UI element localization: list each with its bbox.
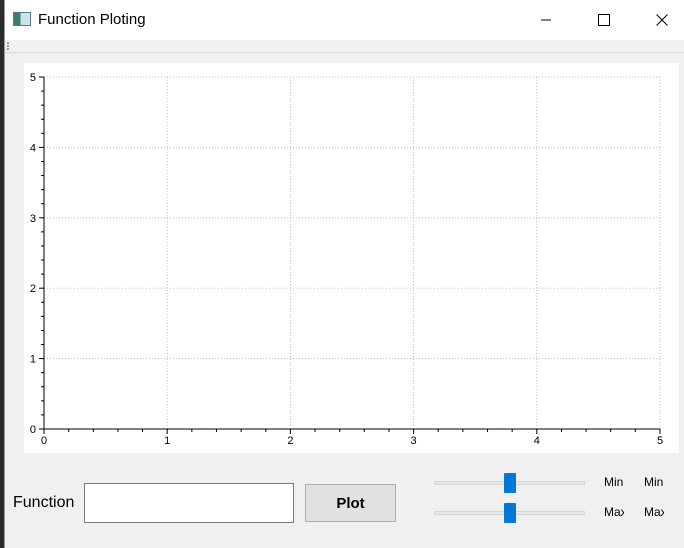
max-value-label-2: Max bbox=[644, 505, 664, 519]
plot-button[interactable]: Plot bbox=[305, 484, 396, 522]
minimize-icon bbox=[541, 19, 551, 21]
y-tick-label: 0 bbox=[30, 424, 36, 436]
min-slider-handle[interactable] bbox=[504, 473, 516, 493]
x-tick-label: 3 bbox=[411, 435, 417, 447]
x-tick-label: 0 bbox=[41, 435, 47, 447]
min-value-label-2: Min bbox=[644, 475, 664, 489]
x-tick-label: 1 bbox=[164, 435, 170, 447]
close-button[interactable] bbox=[633, 0, 684, 40]
max-slider-handle[interactable] bbox=[504, 503, 516, 523]
x-tick-label: 4 bbox=[534, 435, 540, 447]
app-icon bbox=[13, 12, 31, 26]
maximize-icon bbox=[598, 14, 610, 26]
function-input[interactable] bbox=[84, 483, 294, 523]
y-tick-label: 4 bbox=[30, 142, 36, 154]
main-window: Function Ploting 0 1 2 3 4 5 0 1 2 3 4 5 Function P… bbox=[4, 0, 684, 548]
toolbar-grip-icon[interactable] bbox=[7, 42, 11, 50]
title-bar[interactable]: Function Ploting bbox=[5, 0, 684, 40]
plot-canvas: 0 1 2 3 4 5 0 1 2 3 4 5 bbox=[30, 72, 663, 447]
window-title: Function Ploting bbox=[38, 11, 146, 28]
minimize-button[interactable] bbox=[517, 0, 575, 40]
max-value-label: Max bbox=[604, 505, 624, 519]
min-slider[interactable] bbox=[434, 473, 585, 493]
max-slider[interactable] bbox=[434, 503, 585, 523]
x-tick-label: 5 bbox=[657, 435, 663, 447]
y-tick-label: 2 bbox=[30, 283, 36, 295]
maximize-button[interactable] bbox=[575, 0, 633, 40]
toolbar-strip bbox=[5, 40, 684, 53]
x-tick-label: 2 bbox=[287, 435, 293, 447]
y-tick-label: 3 bbox=[30, 213, 36, 225]
min-value-label: Min bbox=[604, 475, 624, 489]
y-tick-label: 1 bbox=[30, 354, 36, 366]
plot-area[interactable]: 0 1 2 3 4 5 0 1 2 3 4 5 bbox=[24, 63, 679, 453]
function-label: Function bbox=[13, 494, 75, 511]
y-tick-label: 5 bbox=[30, 72, 36, 84]
close-icon bbox=[656, 14, 668, 26]
